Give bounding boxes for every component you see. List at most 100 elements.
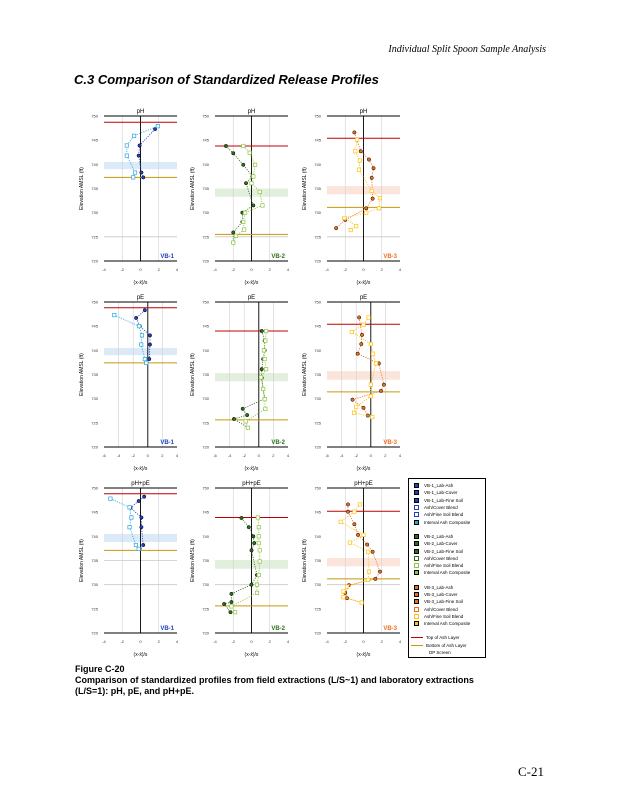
data-point [370,549,375,554]
data-point [360,332,364,337]
legend-item: Interval Ash Composite [411,569,483,576]
x-axis-label: (x-x̄)/s [134,466,148,472]
data-point [264,328,269,334]
data-point [350,397,355,402]
data-point [359,342,364,346]
data-point [354,224,359,229]
data-point [352,130,357,135]
data-point [355,351,360,356]
data-point [144,360,149,365]
data-point [259,367,264,372]
x-tick-label: -2 [231,639,235,644]
data-point [341,595,346,600]
legend-label: VB-1_Lab-Ash [424,483,454,489]
x-tick-label: -6 [102,453,106,458]
chart-panel: pH+pE 720 725 730 735 740 745 750 -4 -2 0 2 4 (x-x̄)/… [79,481,179,658]
data-point [139,515,144,520]
boring-label: VB-1 [160,254,174,260]
legend-label: Ash/Fine Soil Blend [424,613,464,619]
interval-band [104,347,177,356]
y-tick-label: 730 [91,582,98,587]
data-point [262,397,267,402]
x-tick-label: -2 [120,267,124,272]
data-point [345,584,350,589]
data-point [141,543,146,547]
gold-line-swatch [411,644,423,646]
data-point [258,375,264,380]
data-point [366,549,371,554]
legend-marker-icon [414,519,419,525]
legend-item: VB-1_Lab-Ash [411,482,483,489]
data-point [231,230,236,235]
x-tick-label: 0 [147,453,150,458]
x-tick-label: 2 [158,639,161,644]
data-point [256,572,261,578]
data-point [352,509,357,514]
y-tick-label: 740 [202,534,209,539]
y-tick-label: 750 [202,114,209,119]
data-point [355,137,360,142]
x-tick-label: -4 [213,639,217,644]
data-point [253,162,258,167]
y-tick-label: 730 [202,582,209,587]
x-tick-label: 2 [161,453,164,458]
y-tick-label: 725 [202,234,209,239]
chart-panel: pE 720 725 730 735 740 745 750 -6 -4 -2 0 2 4 (x-x̄)/s… [79,295,179,472]
data-point [131,175,136,180]
legend-label: VB-3_Lab-Cover [424,592,458,597]
data-point [367,157,371,162]
data-point [137,143,142,148]
legend-item: Ash/Fine Soil Blend [411,562,483,569]
x-tick-label: -4 [117,453,121,458]
legend: VB-1_Lab-Ash VB-1_Lab-Cover VB-1_Lab-Fine … [408,478,486,658]
legend-item: VB-3_Lab-Ash [411,584,483,591]
x-tick-label: -2 [242,453,246,458]
data-point [347,540,352,545]
y-tick-label: 725 [91,606,98,611]
data-point [255,515,260,520]
data-point [239,516,244,520]
data-point [381,382,386,387]
x-tick-label: 0 [250,639,253,644]
legend-item: VB-3_Lab-Cover [411,591,483,598]
data-point [341,589,346,594]
legend-marker-icon [414,483,419,489]
y-tick-label: 745 [202,510,209,515]
data-point [136,499,141,503]
data-point [252,541,257,546]
y-tick-label: 735 [91,372,98,377]
data-point [254,582,260,587]
legend-marker-icon [414,621,419,627]
data-point [251,534,256,539]
data-point [139,525,144,530]
data-point [134,316,139,320]
y-tick-label: 735 [91,186,98,191]
data-point [132,170,138,175]
boring-label: VB-1 [160,626,174,632]
x-tick-label: 4 [287,453,290,458]
x-tick-label: -2 [354,453,358,458]
data-point [124,153,129,158]
data-point [373,361,378,366]
legend-marker-icon [414,497,419,503]
chart-title: pH [137,109,145,115]
data-point [139,333,145,338]
legend-label: Ash/Cover Blend [424,555,458,561]
chart-title: pE [360,295,367,301]
legend-marker-icon [414,570,419,576]
y-tick-label: 720 [202,631,209,636]
legend-label: VB-2_Lab-Fine Soil [424,548,464,554]
legend-label: Bottom of Ash Layer [426,642,467,648]
data-point [241,219,246,224]
y-tick-label: 725 [202,606,209,611]
legend-marker-icon [414,592,419,597]
data-point [346,509,350,514]
data-point [257,189,262,194]
legend-label: Ash/Cover Blend [424,606,458,612]
boring-label: VB-3 [383,440,397,446]
chart-panel: pE 720 725 730 735 740 745 750 -6 -4 -2 0 2 4 (x-x̄)/s… [302,295,402,472]
data-point [369,175,374,180]
x-tick-label: 4 [176,453,179,458]
data-point [261,348,266,353]
legend-marker-icon [414,548,419,554]
